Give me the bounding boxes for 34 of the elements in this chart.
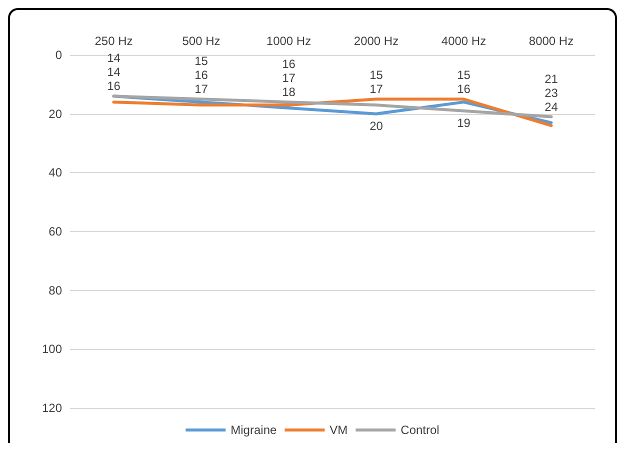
x-tick-label: 2000 Hz (354, 34, 399, 48)
y-tick-label: 40 (48, 166, 62, 180)
data-label: 18 (282, 85, 296, 100)
x-tick-label: 8000 Hz (528, 34, 574, 48)
x-tick-label: 500 Hz (182, 34, 220, 48)
x-tick-label: 4000 Hz (441, 34, 486, 48)
data-label: 17 (370, 82, 384, 96)
legend-label: Control (400, 423, 440, 437)
data-label: 16 (107, 79, 121, 94)
y-tick-label: 20 (48, 106, 62, 121)
data-label: 16 (194, 68, 208, 82)
y-tick-label: 0 (55, 48, 62, 62)
data-label: 16 (457, 82, 471, 96)
data-label: 15 (370, 68, 384, 82)
data-label: 14 (107, 65, 121, 80)
data-label: 19 (457, 116, 471, 130)
data-label: 20 (370, 118, 384, 133)
legend-label: VM (330, 423, 348, 437)
data-label: 17 (194, 82, 208, 96)
y-tick-label: 60 (48, 224, 62, 238)
y-tick-label: 80 (48, 283, 62, 298)
data-label: 17 (282, 71, 296, 86)
x-tick-label: 1000 Hz (266, 34, 312, 48)
data-label: 14 (107, 51, 121, 66)
data-label: 15 (194, 54, 208, 68)
y-tick-label: 120 (42, 401, 62, 415)
data-label: 23 (544, 86, 558, 100)
y-tick-label: 100 (42, 342, 62, 356)
data-label: 24 (544, 100, 558, 114)
data-label: 21 (544, 72, 558, 86)
legend-label: Migraine (230, 423, 277, 437)
data-label: 15 (457, 68, 471, 82)
x-tick-label: 250 Hz (94, 34, 133, 48)
data-label: 16 (282, 57, 296, 72)
